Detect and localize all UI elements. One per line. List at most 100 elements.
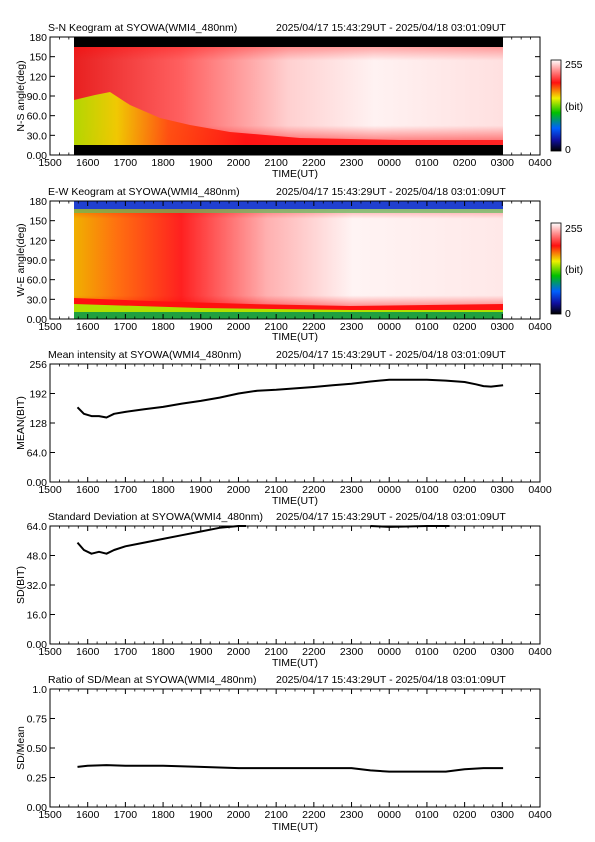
x-tick-label: 0000 [378, 646, 402, 658]
x-tick-label: 1900 [189, 646, 213, 658]
sd-title: Standard Deviation at SYOWA(WMI4_480nm) [48, 511, 263, 523]
x-tick-label: 0400 [528, 157, 552, 169]
x-tick-label: 0300 [491, 157, 515, 169]
sn-keogram-panel: S-N Keogram at SYOWA(WMI4_480nm) 2025/04… [15, 22, 583, 180]
x-tick-label: 1900 [189, 157, 213, 169]
series-line [77, 764, 504, 773]
x-tick-label: 2200 [302, 484, 326, 496]
ew-keogram-image [74, 201, 503, 319]
x-tick-label: 0200 [453, 484, 477, 496]
x-tick-label: 2100 [264, 484, 288, 496]
y-tick-label: 180 [29, 32, 47, 44]
x-tick-label: 1600 [76, 809, 100, 821]
ew-colorbar-max: 255 [565, 223, 583, 235]
x-tick-label: 0000 [378, 484, 402, 496]
y-tick-label: 64.0 [27, 521, 48, 533]
x-tick-label: 2000 [227, 646, 251, 658]
y-tick-label: 0.00 [27, 314, 48, 326]
sn-keogram-image [74, 37, 503, 155]
x-tick-label: 0300 [491, 646, 515, 658]
ew-keogram-period: 2025/04/17 15:43:29UT - 2025/04/18 03:01… [276, 186, 506, 198]
x-tick-label: 1600 [76, 157, 100, 169]
y-tick-label: 0.00 [27, 639, 48, 651]
x-tick-label: 1800 [151, 157, 175, 169]
sn-keogram-ylabel: N-S angle(deg) [15, 60, 27, 131]
mean-frame [49, 363, 541, 483]
y-tick-label: 1.0 [32, 684, 47, 696]
ratio-xlabel: TIME(UT) [272, 821, 318, 833]
sn-colorbar-unit: (bit) [565, 101, 583, 113]
series-line [76, 378, 504, 419]
y-tick-label: 150 [29, 216, 47, 228]
sn-colorbar [550, 59, 562, 152]
x-tick-label: 1800 [151, 809, 175, 821]
y-tick-label: 60.0 [27, 111, 48, 123]
x-tick-label: 0300 [491, 321, 515, 333]
x-tick-label: 0100 [415, 646, 439, 658]
sd-period: 2025/04/17 15:43:29UT - 2025/04/18 03:01… [276, 511, 506, 523]
y-tick-label: 0.00 [27, 802, 48, 814]
ratio-frame [49, 688, 541, 808]
mean-ylabel: MEAN(BIT) [15, 396, 27, 450]
ratio-ylabel: SD/Mean [15, 726, 27, 770]
x-tick-label: 2300 [340, 646, 364, 658]
sd-ylabel: SD(BIT) [15, 566, 27, 604]
y-tick-label: 90.0 [27, 91, 48, 103]
x-tick-label: 1500 [38, 484, 62, 496]
x-tick-label: 0000 [378, 157, 402, 169]
x-tick-label: 1900 [189, 484, 213, 496]
mean-panel: Mean intensity at SYOWA(WMI4_480nm) 2025… [15, 349, 552, 507]
x-tick-label: 2100 [264, 809, 288, 821]
x-tick-label: 2200 [302, 321, 326, 333]
x-tick-label: 0400 [528, 484, 552, 496]
x-tick-label: 1700 [114, 321, 138, 333]
ew-colorbar-unit: (bit) [565, 264, 583, 276]
x-tick-label: 0200 [453, 321, 477, 333]
x-tick-label: 0300 [491, 484, 515, 496]
x-tick-label: 0000 [378, 809, 402, 821]
x-tick-label: 2100 [264, 157, 288, 169]
x-tick-label: 1700 [114, 484, 138, 496]
y-tick-label: 120 [29, 71, 47, 83]
y-tick-label: 32.0 [27, 580, 48, 592]
x-tick-label: 1700 [114, 809, 138, 821]
ew-keogram-title: E-W Keogram at SYOWA(WMI4_480nm) [48, 186, 240, 198]
sd-panel: Standard Deviation at SYOWA(WMI4_480nm) … [15, 511, 552, 669]
y-tick-label: 0.50 [27, 743, 48, 755]
y-tick-label: 48.0 [27, 551, 48, 563]
x-tick-label: 2100 [264, 321, 288, 333]
x-tick-label: 0100 [415, 484, 439, 496]
y-tick-label: 0.00 [27, 477, 48, 489]
x-tick-label: 0200 [453, 646, 477, 658]
x-tick-label: 1500 [38, 321, 62, 333]
sd-xlabel: TIME(UT) [272, 657, 318, 669]
sn-keogram-xlabel: TIME(UT) [272, 168, 318, 180]
ew-colorbar-min: 0 [565, 308, 571, 320]
sn-colorbar-min: 0 [565, 144, 571, 156]
x-tick-label: 0100 [415, 321, 439, 333]
y-tick-label: 30.0 [27, 294, 48, 306]
x-tick-label: 0400 [528, 321, 552, 333]
y-tick-label: 60.0 [27, 275, 48, 287]
x-tick-label: 0100 [415, 809, 439, 821]
x-tick-label: 1700 [114, 646, 138, 658]
y-tick-label: 128 [29, 418, 47, 430]
x-tick-label: 1800 [151, 484, 175, 496]
ew-keogram-xlabel: TIME(UT) [272, 331, 318, 343]
x-tick-label: 0000 [378, 321, 402, 333]
x-tick-label: 2100 [264, 646, 288, 658]
y-tick-label: 120 [29, 235, 47, 247]
y-tick-label: 0.00 [27, 150, 48, 162]
x-tick-label: 0200 [453, 157, 477, 169]
x-tick-label: 1500 [38, 157, 62, 169]
y-tick-label: 90.0 [27, 255, 48, 267]
x-tick-label: 2300 [340, 809, 364, 821]
y-tick-label: 150 [29, 52, 47, 64]
sd-frame [49, 525, 541, 645]
x-tick-label: 1500 [38, 809, 62, 821]
x-tick-label: 1800 [151, 646, 175, 658]
x-tick-label: 2000 [227, 484, 251, 496]
x-tick-label: 2300 [340, 321, 364, 333]
y-tick-label: 30.0 [27, 130, 48, 142]
